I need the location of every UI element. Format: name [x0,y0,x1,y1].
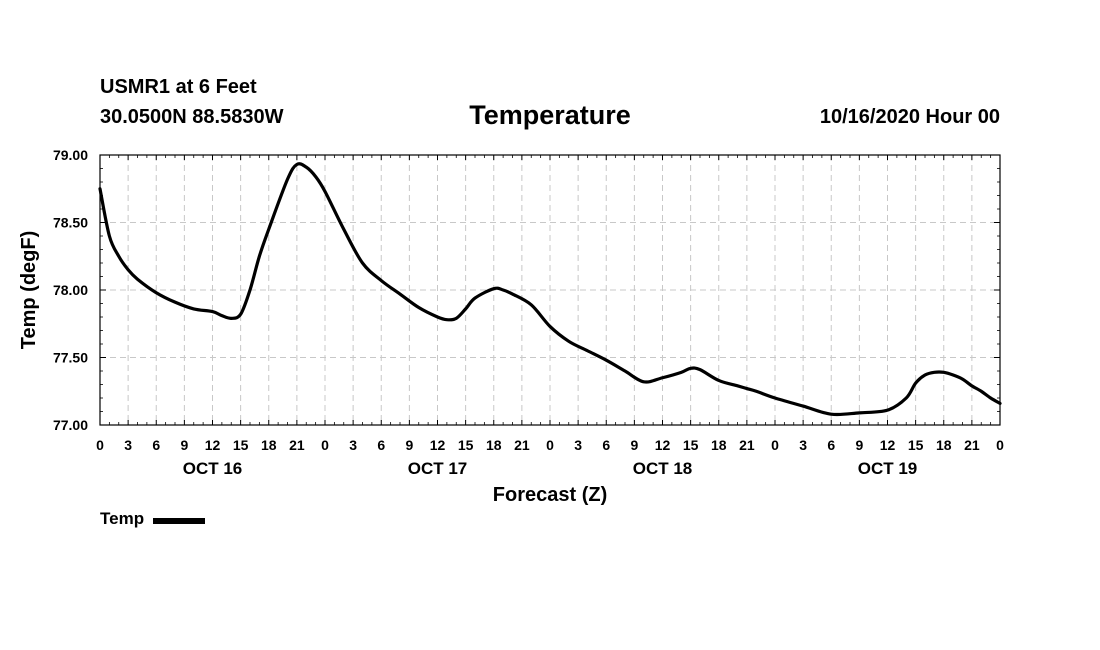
y-tick-label: 78.00 [53,282,88,298]
series-layer [98,162,1002,417]
y-tick-label: 77.50 [53,350,88,366]
x-tick-label: 15 [908,437,924,453]
x-tick-label: 6 [827,437,835,453]
day-label: OCT 19 [858,459,918,478]
chart-title: Temperature [469,100,631,130]
x-tick-label: 0 [546,437,554,453]
x-tick-label: 15 [458,437,474,453]
y-tick-label: 78.50 [53,215,88,231]
x-tick-label: 21 [964,437,980,453]
legend-swatch-temp [153,517,206,524]
series-line-temp [98,162,1002,417]
x-tick-label: 18 [486,437,502,453]
x-tick-label: 6 [377,437,385,453]
day-label: OCT 18 [633,459,693,478]
legend-label: Temp [100,509,145,528]
station-label: USMR1 at 6 Feet [100,76,257,98]
grid-layer [100,155,1000,425]
x-tick-label: 3 [574,437,582,453]
y-axis-title: Temp (degF) [18,231,40,350]
x-tick-label: 0 [996,437,1004,453]
x-tick-label: 0 [321,437,329,453]
x-tick-label: 6 [152,437,160,453]
forecast-timestamp: 10/16/2020 Hour 00 [819,106,1000,128]
station-coordinates: 30.0500N 88.5830W [100,106,284,128]
x-tick-label: 21 [739,437,755,453]
x-tick-label: 12 [880,437,896,453]
x-tick-label: 18 [936,437,952,453]
x-tick-label: 9 [180,437,188,453]
x-tick-label: 9 [630,437,638,453]
x-tick-label: 21 [514,437,530,453]
x-tick-label: 3 [799,437,807,453]
x-tick-label: 15 [233,437,249,453]
x-tick-label: 12 [430,437,446,453]
y-tick-label: 79.00 [53,147,88,163]
x-tick-label: 12 [655,437,671,453]
x-tick-label: 6 [602,437,610,453]
x-tick-label: 3 [124,437,132,453]
legend: Temp [100,509,206,529]
x-tick-label: 15 [683,437,699,453]
x-tick-label: 0 [96,437,104,453]
x-tick-label: 18 [261,437,277,453]
label-layer: 0 3 6 9 12 15 18 21 0 3 6 9 12 15 18 21 0 3 6 9 12 15 18 21 0 3 6 9… [18,147,1004,506]
x-axis-title: Forecast (Z) [493,484,607,506]
x-tick-label: 21 [289,437,305,453]
x-tick-label: 9 [405,437,413,453]
x-tick-label: 3 [349,437,357,453]
x-tick-label: 9 [855,437,863,453]
y-tick-label: 77.00 [53,417,88,433]
x-tick-label: 18 [711,437,727,453]
x-tick-label: 12 [205,437,221,453]
x-tick-label: 0 [771,437,779,453]
plot-frame [99,154,1001,426]
day-label: OCT 17 [408,459,468,478]
day-label: OCT 16 [183,459,243,478]
